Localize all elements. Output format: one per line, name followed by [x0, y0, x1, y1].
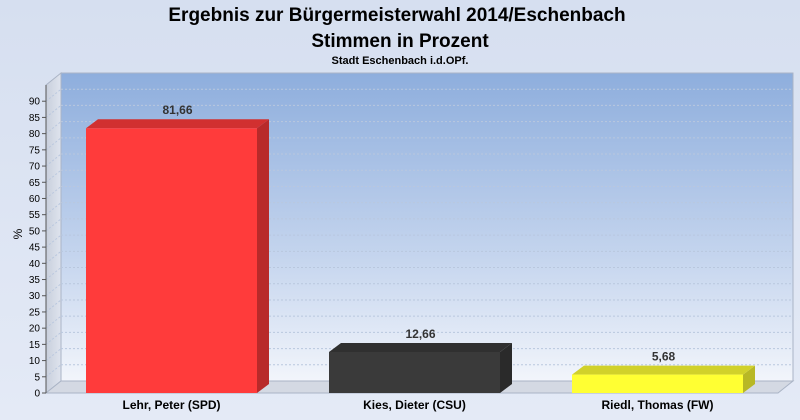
bar-value-label: 12,66 [405, 327, 435, 341]
y-tick-label: 90 [29, 97, 41, 108]
bar-1: 81,66 [86, 103, 269, 393]
bars: 81,66 12,66 5,68 [86, 103, 755, 393]
y-tick-label: 65 [29, 178, 41, 189]
y-tick-label: 15 [29, 340, 41, 351]
y-axis: 0 5 10 15 20 25 30 35 40 45 50 55 60 65 70 75 80 85 90 [29, 85, 47, 400]
y-tick-label: 60 [29, 194, 41, 205]
y-tick-label: 70 [29, 162, 41, 173]
grid-line-side [45, 331, 62, 345]
y-tick-label: 5 [34, 372, 40, 383]
y-tick-label: 0 [34, 389, 40, 400]
grid-line-side [45, 315, 62, 329]
bar-value-label: 5,68 [652, 350, 676, 364]
x-category-label: Lehr, Peter (SPD) [122, 398, 220, 412]
grid-line-side [45, 348, 62, 361]
y-tick-label: 25 [29, 307, 41, 318]
y-axis-label: % [11, 228, 25, 239]
bar-side [500, 342, 512, 393]
bar-top [86, 119, 269, 129]
y-tick-label: 40 [29, 259, 41, 270]
grid-line-side [45, 169, 62, 183]
y-tick-label: 45 [29, 243, 41, 254]
bar-front [329, 351, 500, 393]
x-category-label: Kies, Dieter (CSU) [363, 398, 466, 412]
grid-line-side [45, 299, 62, 313]
x-axis-labels: Lehr, Peter (SPD) Kies, Dieter (CSU) Riedl… [122, 398, 713, 412]
grid-line-side [45, 153, 62, 167]
grid-line-side [45, 218, 62, 232]
y-tick-label: 80 [29, 129, 41, 140]
y-tick-label: 35 [29, 275, 41, 286]
y-tick-label: 50 [29, 226, 41, 237]
grid-line-side [45, 121, 62, 135]
grid-line-side [45, 250, 62, 264]
bar-2: 12,66 [329, 327, 512, 393]
y-tick-label: 20 [29, 324, 41, 335]
bar-front [86, 128, 257, 393]
y-tick-label: 85 [29, 113, 41, 124]
bar-3: 5,68 [572, 350, 755, 393]
grid-line-side [45, 202, 62, 216]
grid-line-side [45, 186, 62, 199]
y-tick-label: 30 [29, 291, 41, 302]
grid-line-side [45, 267, 62, 280]
grid-line-side [45, 88, 62, 102]
grid-line-side [45, 234, 62, 248]
bar-side [257, 119, 269, 393]
bar-side [743, 365, 755, 393]
chart-title: Ergebnis zur Bürgermeisterwahl 2014/Esch… [168, 5, 625, 26]
bar-top [572, 365, 755, 375]
grid-line-side [45, 364, 62, 378]
y-tick-label: 10 [29, 356, 41, 367]
bar-value-label: 81,66 [162, 103, 192, 117]
bar-top [329, 342, 512, 352]
y-tick-label: 55 [29, 210, 41, 221]
x-category-label: Riedl, Thomas (FW) [602, 398, 714, 412]
grid-line-side [45, 137, 62, 151]
grid-line-side [45, 283, 62, 297]
chart-subtitle: Stadt Eschenbach i.d.OPf. [332, 55, 469, 67]
chart-title-line2: Stimmen in Prozent [311, 31, 489, 52]
plot-side-wall [45, 71, 62, 395]
bar-front [572, 374, 743, 393]
y-tick-label: 75 [29, 145, 41, 156]
grid-line-side [45, 105, 62, 118]
